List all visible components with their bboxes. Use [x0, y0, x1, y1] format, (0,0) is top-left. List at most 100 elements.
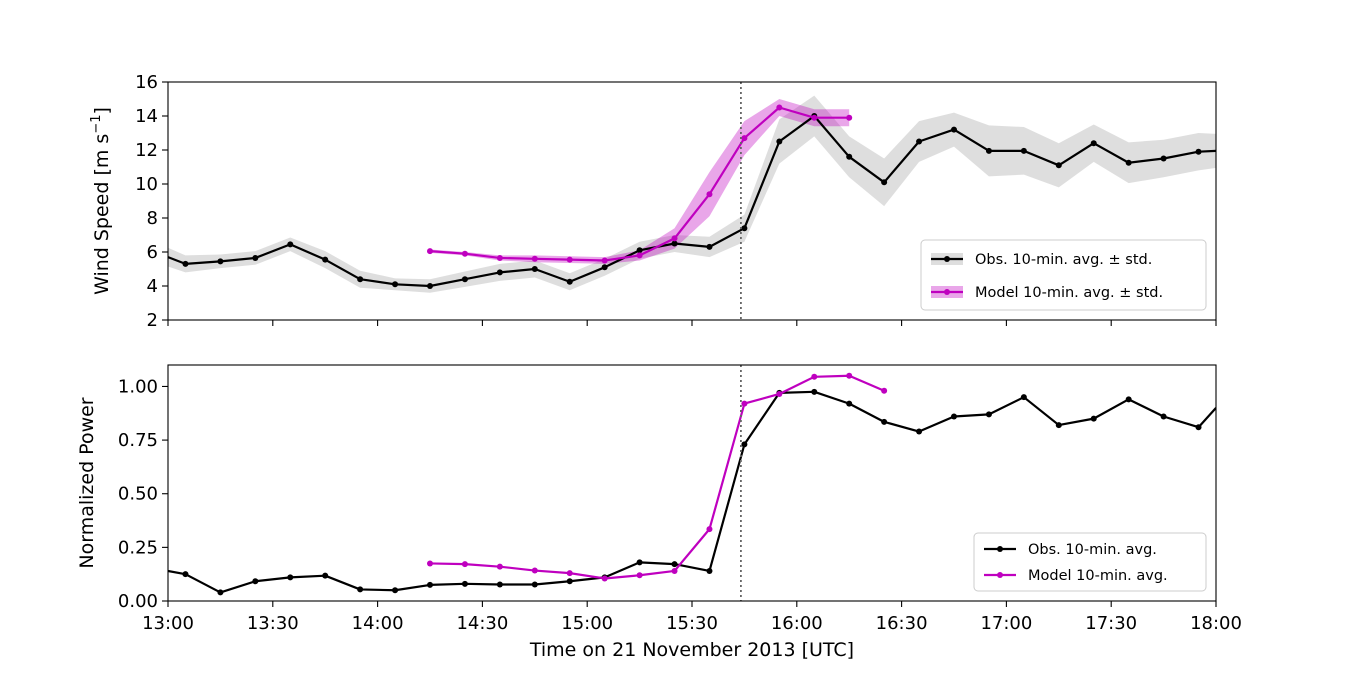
data-point-obs [1020, 394, 1027, 401]
data-point-obs [916, 428, 923, 435]
y-tick-label: 12 [135, 140, 158, 161]
x-tick-label: 14:00 [352, 613, 404, 634]
data-point-model [427, 560, 433, 567]
data-point-obs [1160, 413, 1167, 420]
data-point-obs [217, 258, 224, 265]
legend-marker [997, 546, 1003, 552]
data-point-obs [636, 247, 643, 254]
y-tick-label: 0.00 [118, 591, 158, 612]
x-tick-label: 16:30 [876, 613, 928, 634]
legend: Obs. 10-min. avg. ± std. Model 10-min. av… [920, 239, 1207, 311]
data-point-model [846, 114, 853, 121]
y-axis-label: Wind Speed [m s−1] [89, 107, 113, 295]
data-point-obs [985, 411, 992, 418]
data-point-obs [951, 126, 957, 133]
y-tick-label: 14 [135, 106, 158, 127]
data-point-obs [881, 179, 888, 186]
data-point-obs [1160, 155, 1167, 162]
data-point-model [566, 570, 573, 577]
normalized-power-panel: 0.00 0.25 0.50 0.75 1.00 13:00 13:30 14:00 14:30… [76, 364, 1242, 661]
data-point-obs [1125, 396, 1132, 403]
std-band-obs [168, 95, 1216, 293]
data-point-obs [811, 388, 818, 395]
y-tick-label: 16 [135, 72, 158, 93]
legend-label: Obs. 10-min. avg. [1028, 542, 1157, 558]
data-point-obs [846, 153, 853, 160]
x-tick-label: 18:00 [1190, 613, 1242, 634]
y-tick-label: 10 [135, 174, 158, 195]
data-point-obs [322, 572, 329, 579]
data-point-obs [461, 580, 468, 587]
legend-marker [944, 289, 950, 295]
data-point-obs [322, 256, 329, 263]
data-point-obs [566, 278, 573, 285]
data-point-obs [252, 578, 259, 585]
data-point-model [461, 561, 468, 568]
data-point-obs [1055, 162, 1062, 169]
x-tick-label: 15:30 [666, 613, 718, 634]
data-point-model [741, 400, 748, 407]
data-point-model [566, 256, 573, 263]
data-point-model [496, 254, 503, 261]
data-point-obs [1020, 147, 1027, 154]
data-point-model [671, 567, 678, 574]
data-point-model [811, 373, 818, 380]
data-point-model [671, 235, 678, 242]
data-point-obs [287, 241, 294, 248]
x-tick-label: 13:00 [142, 613, 194, 634]
legend-marker [944, 256, 950, 262]
data-point-obs [985, 147, 992, 154]
wind-speed-panel: 2 4 6 8 10 12 14 16 Wind Speed [m s−1] Obs. 10-mi… [89, 72, 1217, 331]
data-point-obs [636, 559, 643, 566]
data-point-model [706, 191, 713, 198]
data-point-model [881, 387, 888, 394]
x-tick-label: 13:30 [247, 613, 299, 634]
data-point-model [496, 563, 503, 570]
data-point-obs [496, 581, 503, 588]
y-tick-label: 4 [147, 276, 158, 297]
data-point-obs [741, 441, 748, 448]
x-tick-label: 16:00 [771, 613, 823, 634]
data-point-obs [1090, 140, 1097, 147]
legend-box [973, 532, 1207, 592]
data-point-obs [496, 269, 503, 276]
y-tick-label: 6 [147, 242, 158, 263]
y-tick-label: 0.25 [118, 537, 158, 558]
data-point-model [636, 252, 643, 259]
data-point-obs [531, 581, 538, 588]
y-axis-label: Normalized Power [76, 397, 98, 568]
x-tick-label: 17:30 [1085, 613, 1137, 634]
legend-marker [997, 572, 1003, 578]
data-point-model [706, 526, 713, 533]
data-point-model [776, 390, 783, 397]
data-point-obs [461, 276, 468, 283]
series-line-obs [168, 390, 1216, 594]
data-point-obs [566, 578, 573, 585]
data-point-obs [392, 587, 399, 594]
plot-area [168, 372, 1216, 596]
data-point-model [846, 372, 853, 379]
y-tick-label: 1.00 [118, 376, 158, 397]
series-line-obs [168, 114, 1216, 288]
data-point-obs [217, 589, 224, 596]
data-point-model [601, 257, 608, 264]
data-point-obs [427, 581, 433, 588]
data-point-obs [252, 254, 259, 261]
series-line-model [429, 374, 885, 580]
data-point-obs [741, 225, 748, 232]
data-point-obs [287, 574, 294, 581]
data-point-obs [706, 243, 713, 250]
data-point-obs [671, 240, 678, 247]
x-tick-label: 17:00 [980, 613, 1032, 634]
data-point-obs [392, 281, 399, 288]
legend-label: Model 10-min. avg. ± std. [975, 285, 1163, 301]
data-point-obs [182, 260, 189, 267]
y-tick-label: 2 [147, 310, 158, 331]
data-point-obs [1090, 415, 1097, 422]
data-point-obs [1195, 148, 1202, 155]
data-point-obs [706, 567, 713, 574]
data-point-obs [881, 418, 888, 425]
legend-label: Model 10-min. avg. [1028, 568, 1168, 584]
data-point-model [741, 135, 748, 142]
